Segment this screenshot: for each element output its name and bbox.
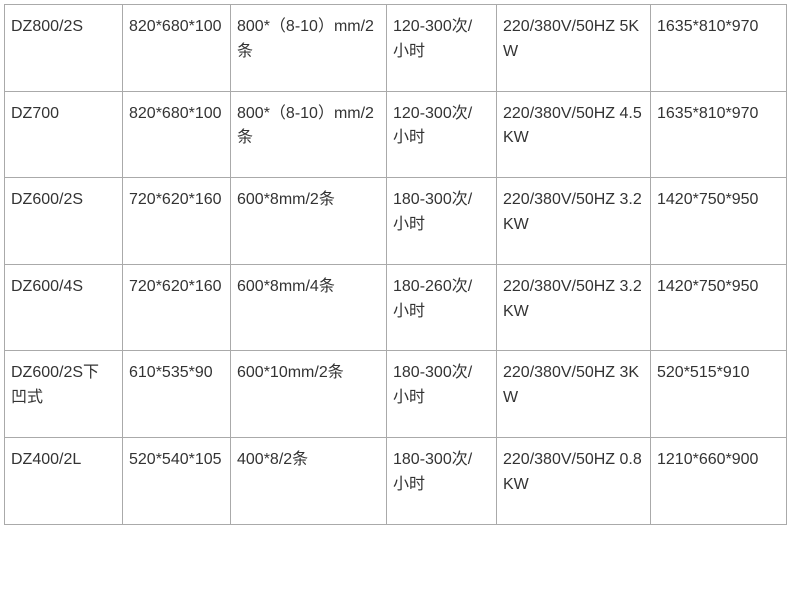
cell-dims: 1635*810*970 <box>651 91 787 178</box>
table-body: DZ800/2S 820*680*100 800*（8-10）mm/2条 120… <box>5 5 787 525</box>
cell-dims: 520*515*910 <box>651 351 787 438</box>
spec-table: DZ800/2S 820*680*100 800*（8-10）mm/2条 120… <box>4 4 787 525</box>
cell-model: DZ600/2S <box>5 178 123 265</box>
cell-chamber: 720*620*160 <box>123 178 231 265</box>
cell-power: 220/380V/50HZ 3.2KW <box>497 178 651 265</box>
cell-chamber: 720*620*160 <box>123 264 231 351</box>
cell-chamber: 610*535*90 <box>123 351 231 438</box>
cell-speed: 180-300次/小时 <box>387 437 497 524</box>
cell-chamber: 820*680*100 <box>123 91 231 178</box>
cell-chamber: 820*680*100 <box>123 5 231 92</box>
cell-speed: 180-260次/小时 <box>387 264 497 351</box>
cell-power: 220/380V/50HZ 0.8KW <box>497 437 651 524</box>
cell-model: DZ600/4S <box>5 264 123 351</box>
cell-model: DZ600/2S下凹式 <box>5 351 123 438</box>
table-row: DZ800/2S 820*680*100 800*（8-10）mm/2条 120… <box>5 5 787 92</box>
cell-seal: 400*8/2条 <box>231 437 387 524</box>
cell-seal: 600*8mm/4条 <box>231 264 387 351</box>
cell-speed: 120-300次/小时 <box>387 5 497 92</box>
cell-speed: 180-300次/小时 <box>387 351 497 438</box>
cell-dims: 1420*750*950 <box>651 264 787 351</box>
cell-speed: 120-300次/小时 <box>387 91 497 178</box>
table-row: DZ600/4S 720*620*160 600*8mm/4条 180-260次… <box>5 264 787 351</box>
cell-dims: 1210*660*900 <box>651 437 787 524</box>
cell-model: DZ800/2S <box>5 5 123 92</box>
cell-seal: 600*8mm/2条 <box>231 178 387 265</box>
cell-model: DZ400/2L <box>5 437 123 524</box>
cell-power: 220/380V/50HZ 4.5KW <box>497 91 651 178</box>
cell-speed: 180-300次/小时 <box>387 178 497 265</box>
table-row: DZ400/2L 520*540*105 400*8/2条 180-300次/小… <box>5 437 787 524</box>
cell-seal: 800*（8-10）mm/2条 <box>231 5 387 92</box>
table-row: DZ700 820*680*100 800*（8-10）mm/2条 120-30… <box>5 91 787 178</box>
cell-model: DZ700 <box>5 91 123 178</box>
cell-seal: 600*10mm/2条 <box>231 351 387 438</box>
cell-power: 220/380V/50HZ 3.2KW <box>497 264 651 351</box>
cell-seal: 800*（8-10）mm/2条 <box>231 91 387 178</box>
cell-power: 220/380V/50HZ 3KW <box>497 351 651 438</box>
cell-power: 220/380V/50HZ 5KW <box>497 5 651 92</box>
cell-dims: 1420*750*950 <box>651 178 787 265</box>
table-row: DZ600/2S下凹式 610*535*90 600*10mm/2条 180-3… <box>5 351 787 438</box>
table-row: DZ600/2S 720*620*160 600*8mm/2条 180-300次… <box>5 178 787 265</box>
cell-chamber: 520*540*105 <box>123 437 231 524</box>
cell-dims: 1635*810*970 <box>651 5 787 92</box>
